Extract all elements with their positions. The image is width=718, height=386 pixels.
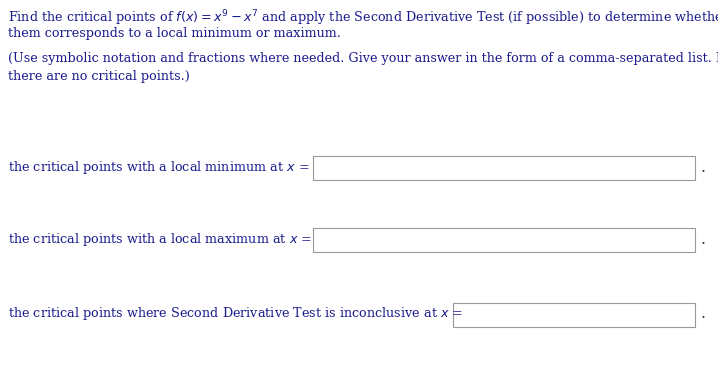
Text: (Use symbolic notation and fractions where needed. Give your answer in the form : (Use symbolic notation and fractions whe… [8, 52, 718, 65]
Text: the critical points where Second Derivative Test is inconclusive at $x$ =: the critical points where Second Derivat… [8, 305, 463, 322]
Text: there are no critical points.): there are no critical points.) [8, 70, 190, 83]
FancyBboxPatch shape [453, 303, 695, 327]
Text: .: . [700, 159, 705, 176]
Text: .: . [700, 230, 705, 247]
Text: .: . [700, 305, 705, 322]
Text: the critical points with a local minimum at $x$ =: the critical points with a local minimum… [8, 159, 309, 176]
Text: them corresponds to a local minimum or maximum.: them corresponds to a local minimum or m… [8, 27, 341, 40]
FancyBboxPatch shape [313, 228, 695, 252]
Text: the critical points with a local maximum at $x$ =: the critical points with a local maximum… [8, 230, 312, 247]
FancyBboxPatch shape [313, 156, 695, 180]
Text: Find the critical points of $f(x) = x^{9} - x^{7}$ and apply the Second Derivati: Find the critical points of $f(x) = x^{9… [8, 8, 718, 28]
